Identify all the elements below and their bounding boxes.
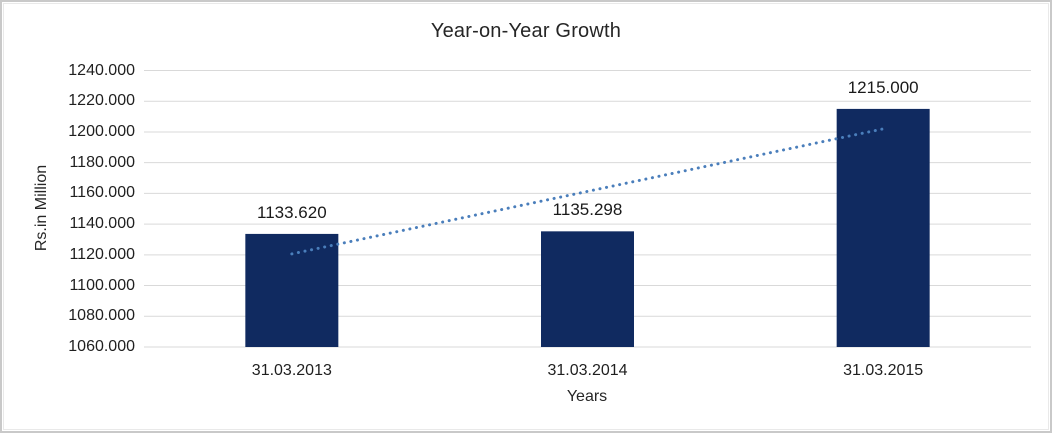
y-tick-label: 1160.000 bbox=[69, 184, 135, 202]
bar bbox=[541, 231, 634, 347]
x-category-label: 31.03.2014 bbox=[547, 362, 628, 379]
data-label: 1133.620 bbox=[257, 202, 327, 222]
y-tick-label: 1220.000 bbox=[68, 92, 135, 110]
x-axis-title: Years bbox=[566, 388, 608, 405]
x-category-label: 31.03.2013 bbox=[251, 362, 332, 379]
y-axis-title: Rs.in Million bbox=[33, 164, 50, 252]
y-tick-label: 1080.000 bbox=[68, 307, 135, 325]
y-tick-label: 1140.000 bbox=[69, 215, 135, 233]
y-tick-label: 1180.000 bbox=[69, 153, 135, 171]
bar bbox=[245, 233, 339, 347]
y-tick-label: 1060.000 bbox=[68, 338, 135, 355]
y-tick-label: 1120.000 bbox=[69, 245, 135, 263]
y-tick-label: 1200.000 bbox=[68, 122, 135, 140]
data-label: 1135.298 bbox=[552, 200, 623, 220]
bar bbox=[836, 108, 930, 348]
data-label: 1215.000 bbox=[847, 77, 919, 97]
x-category-label: 31.03.2015 bbox=[843, 362, 924, 379]
chart-title: Year-on-Year Growth bbox=[430, 20, 622, 42]
trendline bbox=[290, 127, 885, 256]
y-tick-label: 1240.000 bbox=[68, 61, 135, 79]
y-tick-label: 1100.000 bbox=[69, 276, 135, 294]
